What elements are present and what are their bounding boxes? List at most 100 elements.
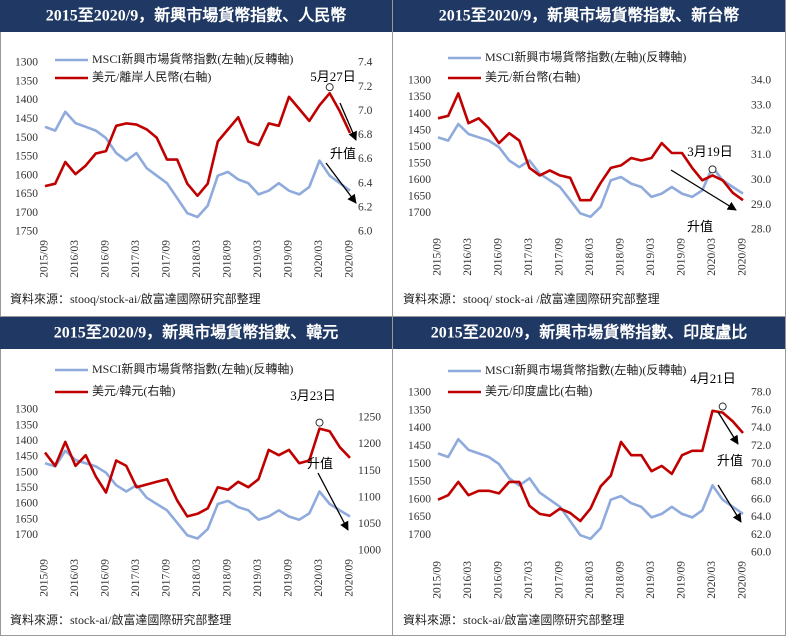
y-tick-label: 1350 [408, 404, 431, 416]
series-line [43, 427, 351, 518]
y2-tick-label: 7.0 [358, 105, 373, 117]
legend-label: MSCI新興市場貨幣指數(左軸)(反轉軸) [92, 51, 293, 66]
x-tick-label: 2019/09 [283, 559, 295, 597]
annotation: 升值 [717, 453, 743, 468]
y-tick-label: 1600 [408, 174, 431, 186]
x-tick-label: 2017/03 [130, 240, 142, 278]
chart-panel: 2015至2020/9，新興市場貨幣指數、人民幣 1300 1350 1400 1450… [0, 0, 392, 306]
legend-label: MSCI新興市場貨幣指數(左軸)(反轉軸) [485, 362, 686, 377]
x-tick-label: 2017/03 [130, 559, 142, 597]
x-tick-label: 2020/09 [344, 240, 356, 278]
x-tick-label: 2018/03 [191, 240, 203, 278]
x-tick-label: 2017/09 [554, 561, 566, 599]
x-tick-label: 2020/03 [313, 240, 325, 278]
x-tick-label: 2017/09 [554, 238, 566, 276]
panel-header [393, 0, 785, 32]
x-tick-label: 2020/03 [313, 559, 325, 597]
y2-tick-label: 29.0 [751, 199, 771, 211]
x-tick-label: 2020/03 [706, 561, 718, 599]
x-tick-label: 2015/09 [432, 561, 444, 599]
y2-tick-label: 70.0 [751, 458, 771, 470]
x-tick-label: 2019/03 [645, 238, 657, 276]
y2-tick-label: 6.2 [358, 201, 373, 213]
source-note: 資料來源：stock-ai/啟富達國際研究部整理 [403, 612, 624, 627]
series-line [44, 91, 352, 198]
legend-label: 美元/印度盧比(右軸) [485, 383, 592, 398]
x-tick-label: 2016/09 [493, 561, 505, 599]
x-tick-label: 2018/03 [584, 238, 596, 276]
x-tick-label: 2020/09 [737, 238, 749, 276]
x-tick-label: 2020/09 [344, 559, 356, 597]
x-tick-label: 2018/03 [584, 561, 596, 599]
x-tick-label: 2020/03 [706, 238, 718, 276]
y-tick-label: 1600 [408, 493, 431, 505]
x-tick-label: 2019/03 [252, 240, 264, 278]
y-tick-label: 1700 [15, 529, 38, 541]
series-line [44, 449, 351, 540]
y-tick-label: 1750 [15, 226, 38, 238]
panel-header [393, 317, 785, 349]
y-tick-label: 1650 [408, 191, 431, 203]
x-tick-label: 2019/09 [283, 240, 295, 278]
y2-tick-label: 74.0 [751, 422, 771, 434]
trend-arrow [670, 169, 737, 211]
highlight-point [315, 418, 324, 427]
trend-arrow [717, 411, 739, 445]
y-tick-label: 1300 [15, 404, 38, 416]
y-tick-label: 1400 [15, 94, 38, 106]
y-tick-label: 1500 [408, 458, 431, 470]
y2-tick-label: 68.0 [751, 476, 771, 488]
chart-title: 2015至2020/9，新興市場貨幣指數、印度盧比 [431, 323, 747, 342]
y-tick-label: 1400 [408, 422, 431, 434]
y2-tick-label: 33.0 [751, 99, 771, 111]
chart-panel: 2015至2020/9，新興市場貨幣指數、韓元 1300 1350 1400 1450 1… [0, 317, 392, 627]
x-tick-label: 2019/03 [252, 559, 264, 597]
legend-label: 美元/離岸人民幣(右軸) [92, 69, 211, 84]
chart-title: 2015至2020/9，新興市場貨幣指數、新台幣 [439, 6, 739, 25]
y2-tick-label: 66.0 [751, 493, 771, 505]
y2-tick-label: 6.8 [358, 129, 373, 141]
x-tick-label: 2017/03 [523, 561, 535, 599]
trend-arrow [717, 484, 742, 523]
legend-label: 美元/新台幣(右軸) [485, 69, 580, 84]
x-tick-label: 2018/09 [615, 238, 627, 276]
series-line [44, 110, 351, 219]
y2-tick-label: 34.0 [751, 75, 771, 87]
y-tick-label: 1450 [408, 440, 431, 452]
y2-tick-label: 60.0 [751, 547, 771, 559]
y-tick-label: 1700 [15, 207, 38, 219]
y-tick-label: 1500 [15, 132, 38, 144]
chart-title: 2015至2020/9，新興市場貨幣指數、韓元 [54, 323, 338, 342]
annotation: 升值 [330, 146, 356, 161]
x-tick-label: 2017/09 [161, 240, 173, 278]
y-tick-label: 1400 [408, 108, 431, 120]
y-tick-label: 1550 [15, 482, 38, 494]
x-tick-label: 2020/09 [737, 561, 749, 599]
x-tick-label: 2018/03 [191, 559, 203, 597]
y-tick-label: 1650 [15, 513, 38, 525]
series-line [437, 92, 744, 202]
x-tick-label: 2016/09 [100, 559, 112, 597]
legend-label: MSCI新興市場貨幣指數(左軸)(反轉軸) [485, 49, 686, 64]
highlight-point [718, 402, 727, 411]
x-tick-label: 2016/03 [462, 561, 474, 599]
y-tick-label: 1700 [408, 207, 431, 219]
x-tick-label: 2016/03 [462, 238, 474, 276]
source-note: 資料來源：stooq/stock-ai/啟富達國際研究部整理 [10, 291, 261, 306]
y-tick-label: 1500 [408, 141, 431, 153]
legend-label: 美元/韓元(右軸) [92, 383, 175, 398]
x-tick-label: 2016/09 [493, 238, 505, 276]
chart-title: 2015至2020/9，新興市場貨幣指數、人民幣 [46, 6, 346, 25]
y2-tick-label: 64.0 [751, 511, 771, 523]
y-tick-label: 1400 [15, 435, 38, 447]
y2-tick-label: 78.0 [751, 387, 771, 399]
panel-header [0, 0, 392, 32]
annotation: 3月19日 [687, 144, 733, 159]
trend-arrow [325, 162, 357, 204]
source-note: 資料來源：stock-ai/啟富達國際研究部整理 [10, 612, 231, 627]
x-tick-label: 2017/03 [523, 238, 535, 276]
y-tick-label: 1550 [408, 476, 431, 488]
y-tick-label: 1350 [15, 419, 38, 431]
y2-tick-label: 1000 [358, 545, 381, 557]
